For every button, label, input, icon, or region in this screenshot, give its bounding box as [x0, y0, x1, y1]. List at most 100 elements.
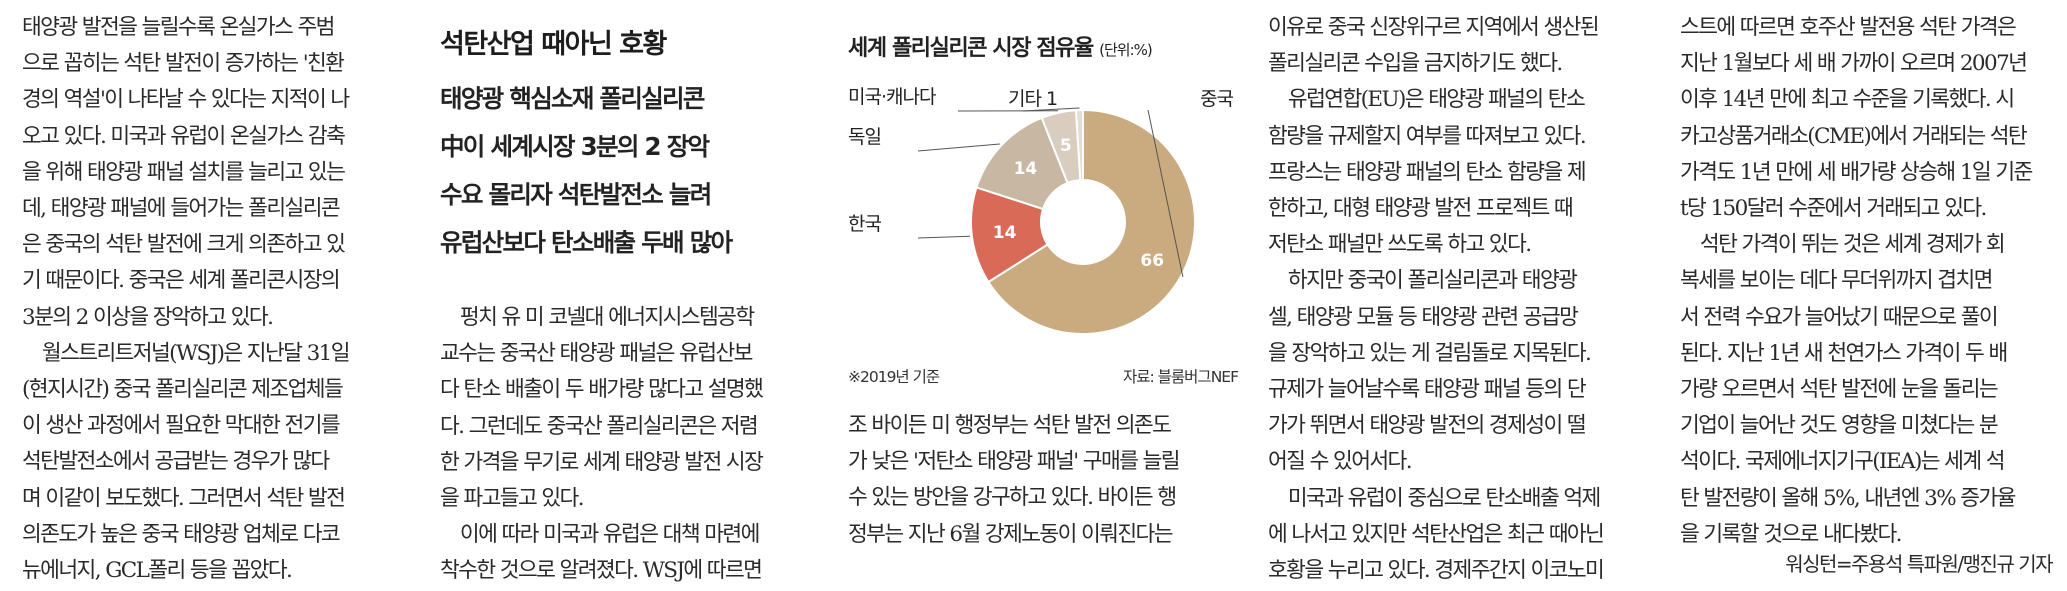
text-line: 오고 있다. 미국과 유럽이 온실가스 감축 — [22, 123, 346, 149]
text-line: 카고상품거래소(CME)에서 거래되는 석탄 — [1680, 123, 2028, 149]
subhead-line: 수요 몰리자 석탄발전소 늘려 — [440, 180, 712, 209]
text-line: 가량 오르면서 석탄 발전에 눈을 돌리는 — [1680, 377, 1999, 403]
text-line: 에 나서고 있지만 석탄산업은 최근 때아닌 — [1268, 521, 1605, 547]
text-line: 을 장악하고 있는 게 걸림돌로 지목된다. — [1268, 340, 1592, 366]
text-line: 이후 14년 만에 최고 수준을 기록했다. 시 — [1680, 87, 2015, 113]
article-subheads: 태양광 핵심소재 폴리실리콘 中이 세계시장 3분의 2 장악 수요 몰리자 석… — [440, 75, 825, 267]
text-line: 을 기록할 것으로 내다봤다. — [1680, 521, 1903, 547]
text-line: 가가 뛰면서 태양광 발전의 경제성이 떨 — [1268, 413, 1587, 439]
slice-value-label: 14 — [1014, 159, 1038, 179]
leader-line — [1147, 109, 1184, 278]
text-line: 이유로 중국 신장위구르 지역에서 생산된 — [1268, 15, 1600, 40]
subhead-line: 태양광 핵심소재 폴리실리콘 — [440, 84, 705, 113]
chart-title-text: 세계 폴리실리콘 시장 점유율 — [848, 36, 1094, 61]
text-line: 한 가격을 무기로 세계 태양광 발전 시장 — [440, 449, 764, 475]
text-line: 조 바이든 미 행정부는 석탄 발전 의존도 — [848, 413, 1172, 438]
text-line: 석탄발전소에서 공급받는 경우가 많다 — [22, 449, 330, 475]
text-line: 탄 발전량이 올해 5%, 내년엔 3% 증가율 — [1680, 485, 2016, 511]
text-line: 가격도 1년 만에 세 배가량 상승해 1일 기준 — [1680, 159, 2033, 185]
text-line: 서 전력 수요가 늘어났기 때문으로 풀이 — [1680, 304, 1999, 330]
text-line: 의존도가 높은 중국 태양광 업체로 다코 — [22, 521, 341, 547]
leader-line — [917, 143, 1000, 152]
text-line: 함량을 규제할지 여부를 따져보고 있다. — [1268, 123, 1587, 149]
text-line: 은 중국의 석탄 발전에 크게 의존하고 있 — [22, 232, 346, 258]
pie-slice-germany — [975, 116, 1069, 211]
text-line: 한하고, 대형 태양광 발전 프로젝트 때 — [1268, 196, 1574, 222]
text-line: 을 위해 태양광 패널 설치를 늘리고 있는 — [22, 159, 346, 185]
text-line: 스트에 따르면 호주산 발전용 석탄 가격은 — [1680, 15, 2017, 40]
slice-value-label: 66 — [1140, 251, 1164, 271]
text-line: 뉴에너지, GCL폴리 등을 꼽았다. — [22, 558, 293, 584]
text-line: 이에 따라 미국과 유럽은 대책 마련에 — [440, 522, 760, 548]
text-line: 석탄 가격이 뛰는 것은 세계 경제가 회 — [1680, 232, 2006, 258]
text-line: 3분의 2 이상을 장악하고 있다. — [22, 304, 274, 330]
article-headline: 석탄산업 때아닌 호황 — [440, 29, 667, 60]
text-line: 교수는 중국산 태양광 패널은 유럽산보 — [440, 341, 753, 367]
text-line: 기업이 늘어난 것도 영향을 미쳤다는 분 — [1680, 413, 1999, 439]
text-line: 다. 그런데도 중국산 폴리실리콘은 저렴 — [440, 413, 759, 439]
text-line: 미국과 유럽이 중심으로 탄소배출 억제 — [1268, 485, 1601, 511]
text-line: 월스트리트저널(WSJ)은 지난달 31일 — [22, 340, 351, 366]
text-line: 펑치 유 미 코넬대 에너지시스템공학 — [440, 305, 755, 330]
text-line: 규제가 늘어날수록 태양광 패널 등의 단 — [1268, 377, 1587, 403]
slice-value-label: 14 — [993, 223, 1017, 243]
slice-category-label: 독일 — [848, 126, 881, 148]
slice-category-label: 중국 — [1200, 88, 1233, 110]
pie-slice-other — [1074, 108, 1084, 182]
subhead-line: 中이 세계시장 3분의 2 장악 — [440, 132, 710, 161]
text-line: 유럽연합(EU)은 태양광 패널의 탄소 — [1268, 87, 1586, 113]
pie-slice-china — [987, 108, 1196, 335]
text-line: t당 150달러 수준에서 거래되고 있다. — [1680, 196, 1987, 222]
text-line: 복세를 보이는 데다 무더위까지 겹치면 — [1680, 268, 1993, 294]
chart-unit: (단위:%) — [1099, 41, 1153, 59]
text-line: 이 생산 과정에서 필요한 막대한 전기를 — [22, 413, 341, 439]
slice-value-label: 5 — [1060, 136, 1072, 156]
chart-source: 자료: 블룸버그NEF — [1122, 368, 1239, 386]
subhead-line: 유럽산보다 탄소배출 두배 많아 — [440, 228, 733, 257]
text-line: 석이다. 국제에너지기구(IEA)는 세계 석 — [1680, 449, 2006, 475]
article-column-2: 석탄산업 때아닌 호황 태양광 핵심소재 폴리실리콘 中이 세계시장 3분의 2… — [440, 10, 825, 583]
text-line: 기 때문이다. 중국은 세계 폴리콘시장의 — [22, 268, 341, 294]
text-line: 수 있는 방안을 강구하고 있다. 바이든 행 — [848, 485, 1177, 511]
slice-category-label: 한국 — [848, 213, 881, 235]
slice-category-label: 미국·캐나다 — [848, 86, 936, 108]
pie-slice-korea — [970, 186, 1049, 284]
text-line: 된다. 지난 1년 새 천연가스 가격이 두 배 — [1680, 340, 2008, 366]
text-line: 지난 1월보다 세 배 가까이 오르며 2007년 — [1680, 51, 2028, 77]
text-line: 태양광 발전을 늘릴수록 온실가스 주범 — [22, 15, 335, 40]
text-line: 프랑스는 태양광 패널의 탄소 함량을 제 — [1268, 159, 1587, 185]
text-line: 며 이같이 보도했다. 그러면서 석탄 발전 — [22, 485, 346, 511]
text-line: 셀, 태양광 모듈 등 태양광 관련 공급망 — [1268, 304, 1579, 330]
text-line: 가 낮은 '저탄소 태양광 패널' 구매를 늘릴 — [848, 449, 1181, 475]
text-line: 폴리실리콘 수입을 금지하기도 했다. — [1268, 51, 1563, 77]
text-line: 착수한 것으로 알려졌다. WSJ에 따르면 — [440, 558, 763, 584]
leader-line — [1022, 107, 1080, 112]
text-line: 어질 수 있어서다. — [1268, 449, 1413, 475]
chart-note: ※2019년 기준 — [848, 368, 940, 386]
byline: 워싱턴=주용석 특파원/맹진규 기자 — [1785, 552, 2053, 576]
text-line: 다 탄소 배출이 두 배가량 많다고 설명했 — [440, 377, 764, 403]
text-line: 으로 꼽히는 석탄 발전이 증가하는 '친환 — [22, 51, 345, 77]
text-line: 하지만 중국이 폴리실리콘과 태양광 — [1268, 268, 1578, 294]
text-line: 을 파고들고 있다. — [440, 486, 585, 512]
text-line: 호황을 누리고 있다. 경제주간지 이코노미 — [1268, 558, 1605, 584]
slice-category-label: 기타 1 — [1008, 88, 1057, 110]
text-line: 정부는 지난 6월 강제노동이 이뤄진다는 — [848, 521, 1174, 547]
text-line: 데, 태양광 패널에 들어가는 폴리실리콘 — [22, 196, 341, 222]
leader-line — [917, 235, 970, 239]
chart-title: 세계 폴리실리콘 시장 점유율 (단위:%) — [848, 30, 1153, 62]
text-line: 저탄소 패널만 쓰도록 하고 있다. — [1268, 232, 1532, 258]
text-line: 경의 역설'이 나타날 수 있다는 지적이 나 — [22, 87, 350, 113]
text-line: (현지시간) 중국 폴리실리콘 제조업체들 — [22, 377, 344, 403]
